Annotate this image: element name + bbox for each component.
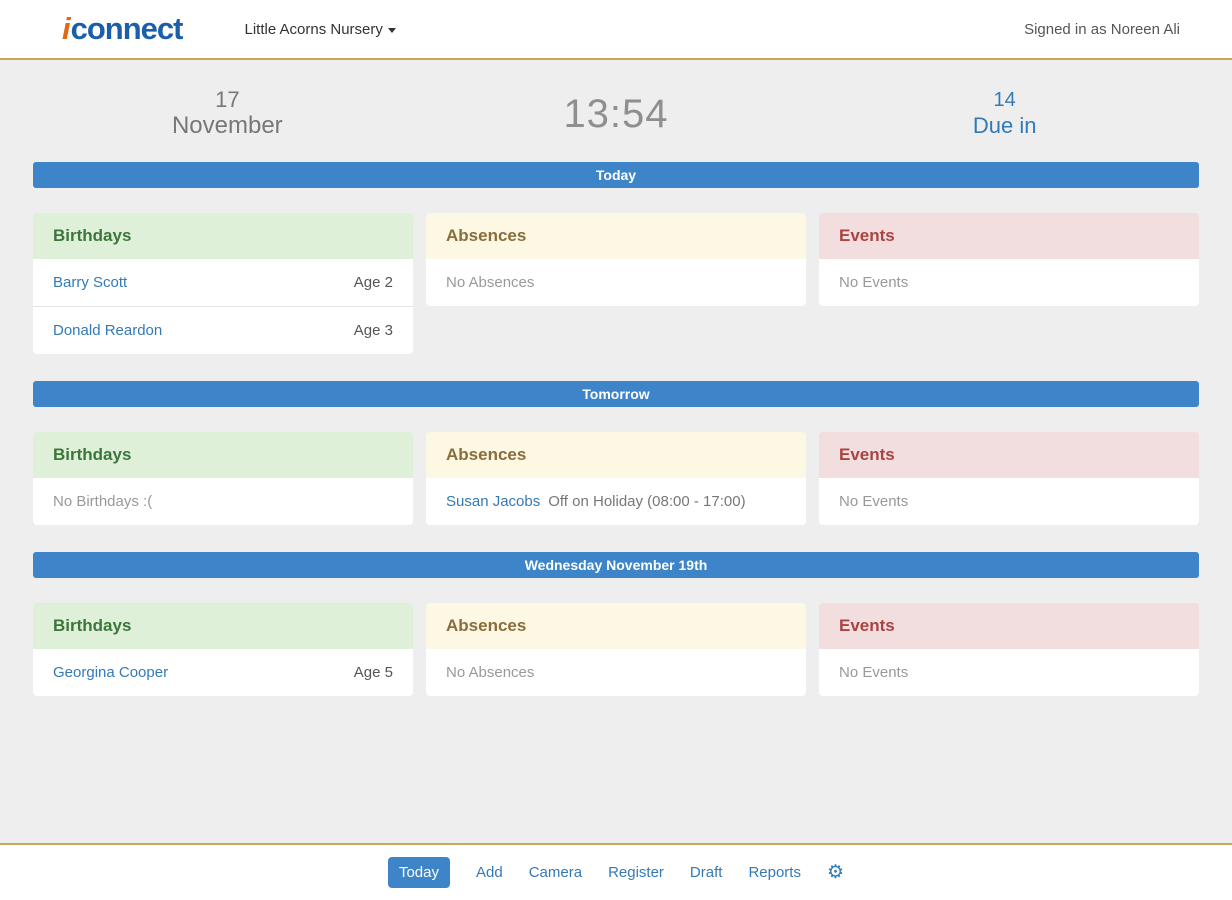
nursery-selector[interactable]: Little Acorns Nursery (244, 20, 396, 38)
nav-item-add[interactable]: Add (476, 864, 503, 881)
empty-state-text: No Absences (426, 259, 806, 306)
birthdays-card: Birthdays Barry Scott Age 2 Donald Reard… (33, 213, 413, 354)
status-row: 17 November 13:54 14 Due in (33, 88, 1199, 140)
section-wednesday-cards: Birthdays Georgina Cooper Age 5 Absences… (33, 603, 1199, 696)
absences-card: Absences Susan Jacobs Off on Holiday (08… (426, 432, 806, 525)
section-tomorrow-cards: Birthdays No Birthdays :( Absences Susan… (33, 432, 1199, 525)
birthdays-card-header: Birthdays (33, 213, 413, 259)
birthday-row: Georgina Cooper Age 5 (33, 649, 413, 696)
clock: 13:54 (563, 91, 669, 136)
gear-icon[interactable]: ⚙ (826, 862, 845, 883)
date-day: 17 (215, 87, 240, 112)
birthdays-card: Birthdays Georgina Cooper Age 5 (33, 603, 413, 696)
absences-card-header: Absences (426, 603, 806, 649)
nav-item-draft[interactable]: Draft (689, 864, 723, 881)
main-content: 17 November 13:54 14 Due in Today Birthd… (0, 60, 1232, 843)
nav-item-camera[interactable]: Camera (528, 864, 583, 881)
child-name-link[interactable]: Georgina Cooper (53, 664, 169, 681)
child-age: Age 3 (353, 322, 393, 339)
logo-rest: connect (70, 11, 184, 46)
absence-detail: Off on Holiday (08:00 - 17:00) (548, 493, 746, 510)
absences-card: Absences No Absences (426, 213, 806, 306)
events-card-header: Events (819, 432, 1199, 478)
child-age: Age 2 (353, 274, 393, 291)
signed-in-text: Signed in as Noreen Ali (1024, 20, 1180, 38)
due-in-indicator[interactable]: 14 Due in (810, 88, 1199, 140)
section-today-cards: Birthdays Barry Scott Age 2 Donald Reard… (33, 213, 1199, 354)
nav-item-today[interactable]: Today (387, 857, 450, 888)
absence-row: Susan Jacobs Off on Holiday (08:00 - 17:… (426, 478, 806, 525)
absences-card: Absences No Absences (426, 603, 806, 696)
events-card-header: Events (819, 213, 1199, 259)
top-header: iconnect Little Acorns Nursery Signed in… (0, 0, 1232, 60)
birthdays-card-header: Birthdays (33, 603, 413, 649)
section-banner-wednesday: Wednesday November 19th (33, 552, 1199, 578)
events-card: Events No Events (819, 432, 1199, 525)
child-name-link[interactable]: Barry Scott (53, 274, 128, 291)
empty-state-text: No Events (819, 649, 1199, 696)
due-in-label: Due in (972, 113, 1037, 138)
nav-item-register[interactable]: Register (608, 864, 664, 881)
due-in-count: 14 (993, 89, 1016, 111)
logo-i: i (62, 11, 71, 46)
empty-state-text: No Events (819, 259, 1199, 306)
birthdays-card-header: Birthdays (33, 432, 413, 478)
events-card-header: Events (819, 603, 1199, 649)
empty-state-text: No Birthdays :( (33, 478, 413, 525)
section-banner-tomorrow: Tomorrow (33, 381, 1199, 407)
nursery-selector-label: Little Acorns Nursery (244, 20, 383, 38)
date-month: November (171, 112, 283, 139)
empty-state-text: No Events (819, 478, 1199, 525)
app-logo[interactable]: iconnect (62, 11, 184, 47)
events-card: Events No Events (819, 603, 1199, 696)
section-banner-today: Today (33, 162, 1199, 188)
chevron-down-icon (387, 27, 396, 33)
empty-state-text: No Absences (426, 649, 806, 696)
birthdays-card: Birthdays No Birthdays :( (33, 432, 413, 525)
absences-card-header: Absences (426, 213, 806, 259)
bottom-nav: Today Add Camera Register Draft Reports … (0, 843, 1232, 900)
current-date: 17 November (33, 88, 422, 140)
child-name-link[interactable]: Donald Reardon (53, 322, 163, 339)
child-name-link[interactable]: Susan Jacobs (446, 493, 541, 510)
child-age: Age 5 (353, 664, 393, 681)
birthday-row: Donald Reardon Age 3 (33, 307, 413, 354)
events-card: Events No Events (819, 213, 1199, 306)
absences-card-header: Absences (426, 432, 806, 478)
birthday-row: Barry Scott Age 2 (33, 259, 413, 307)
nav-item-reports[interactable]: Reports (748, 864, 801, 881)
